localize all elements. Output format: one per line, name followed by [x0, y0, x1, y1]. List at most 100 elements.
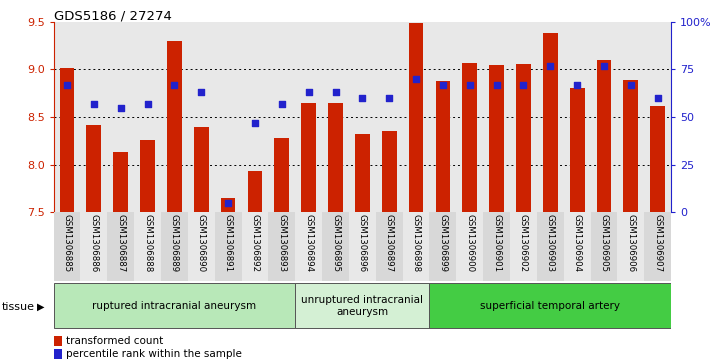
- Text: GSM1306904: GSM1306904: [573, 215, 582, 273]
- Point: [464, 82, 476, 87]
- Bar: [328, 103, 343, 212]
- Point: [545, 63, 556, 69]
- Text: GDS5186 / 27274: GDS5186 / 27274: [54, 9, 171, 22]
- Text: GSM1306899: GSM1306899: [438, 215, 448, 272]
- Bar: [54, 336, 62, 346]
- Text: tissue: tissue: [2, 302, 35, 312]
- Text: superficial temporal artery: superficial temporal artery: [481, 301, 620, 311]
- Bar: [59, 68, 74, 212]
- Bar: [376, 212, 403, 281]
- Point: [115, 105, 126, 110]
- Bar: [456, 212, 483, 281]
- Point: [88, 101, 99, 107]
- Bar: [650, 106, 665, 212]
- Point: [411, 76, 422, 82]
- Text: GSM1306896: GSM1306896: [358, 215, 367, 273]
- Bar: [161, 212, 188, 281]
- Point: [357, 95, 368, 101]
- Text: ▶: ▶: [37, 302, 45, 312]
- Point: [249, 120, 261, 126]
- Point: [383, 95, 395, 101]
- Point: [276, 101, 288, 107]
- Bar: [194, 127, 208, 212]
- Point: [142, 101, 154, 107]
- Bar: [644, 212, 671, 281]
- Text: GSM1306894: GSM1306894: [304, 215, 313, 273]
- Text: GSM1306886: GSM1306886: [89, 215, 99, 273]
- Bar: [463, 63, 477, 212]
- Text: unruptured intracranial
aneurysm: unruptured intracranial aneurysm: [301, 295, 423, 317]
- Bar: [54, 212, 81, 281]
- Bar: [107, 212, 134, 281]
- Bar: [408, 23, 423, 212]
- Text: GSM1306907: GSM1306907: [653, 215, 662, 273]
- Text: GSM1306903: GSM1306903: [545, 215, 555, 273]
- Text: percentile rank within the sample: percentile rank within the sample: [66, 349, 241, 359]
- Bar: [382, 131, 396, 212]
- Bar: [483, 212, 510, 281]
- Text: transformed count: transformed count: [66, 336, 163, 346]
- Bar: [295, 212, 322, 281]
- Bar: [489, 65, 504, 212]
- Bar: [564, 212, 590, 281]
- Bar: [215, 212, 241, 281]
- Bar: [436, 81, 451, 212]
- Text: GSM1306885: GSM1306885: [63, 215, 71, 273]
- Bar: [590, 212, 618, 281]
- Text: GSM1306900: GSM1306900: [466, 215, 474, 273]
- Point: [571, 82, 583, 87]
- Bar: [140, 140, 155, 212]
- Bar: [221, 198, 236, 212]
- Point: [169, 82, 180, 87]
- Point: [222, 200, 233, 206]
- Point: [330, 89, 341, 95]
- Text: GSM1306902: GSM1306902: [519, 215, 528, 273]
- Bar: [301, 103, 316, 212]
- Bar: [623, 80, 638, 212]
- Bar: [86, 125, 101, 212]
- Point: [652, 95, 663, 101]
- Point: [61, 82, 73, 87]
- Bar: [403, 212, 430, 281]
- FancyBboxPatch shape: [430, 283, 671, 329]
- Bar: [248, 171, 262, 212]
- Point: [491, 82, 503, 87]
- Bar: [543, 33, 558, 212]
- Bar: [349, 212, 376, 281]
- Point: [518, 82, 529, 87]
- Bar: [430, 212, 456, 281]
- FancyBboxPatch shape: [295, 283, 430, 329]
- Text: GSM1306897: GSM1306897: [385, 215, 393, 273]
- FancyBboxPatch shape: [54, 283, 295, 329]
- Text: GSM1306898: GSM1306898: [411, 215, 421, 273]
- Text: GSM1306892: GSM1306892: [251, 215, 259, 273]
- Point: [303, 89, 314, 95]
- Bar: [618, 212, 644, 281]
- Point: [598, 63, 610, 69]
- Bar: [134, 212, 161, 281]
- Text: ruptured intracranial aneurysm: ruptured intracranial aneurysm: [92, 301, 256, 311]
- Bar: [597, 60, 611, 212]
- Bar: [537, 212, 564, 281]
- Point: [437, 82, 448, 87]
- Text: GSM1306889: GSM1306889: [170, 215, 179, 273]
- Bar: [274, 138, 289, 212]
- Bar: [81, 212, 107, 281]
- Bar: [167, 41, 182, 212]
- Bar: [570, 89, 585, 212]
- Text: GSM1306887: GSM1306887: [116, 215, 125, 273]
- Text: GSM1306905: GSM1306905: [600, 215, 608, 273]
- Bar: [322, 212, 349, 281]
- Bar: [54, 349, 62, 359]
- Bar: [241, 212, 268, 281]
- Text: GSM1306890: GSM1306890: [197, 215, 206, 273]
- Point: [625, 82, 637, 87]
- Text: GSM1306893: GSM1306893: [277, 215, 286, 273]
- Bar: [355, 134, 370, 212]
- Bar: [516, 64, 531, 212]
- Text: GSM1306901: GSM1306901: [492, 215, 501, 273]
- Text: GSM1306906: GSM1306906: [626, 215, 635, 273]
- Bar: [510, 212, 537, 281]
- Text: GSM1306888: GSM1306888: [143, 215, 152, 273]
- Bar: [114, 152, 128, 212]
